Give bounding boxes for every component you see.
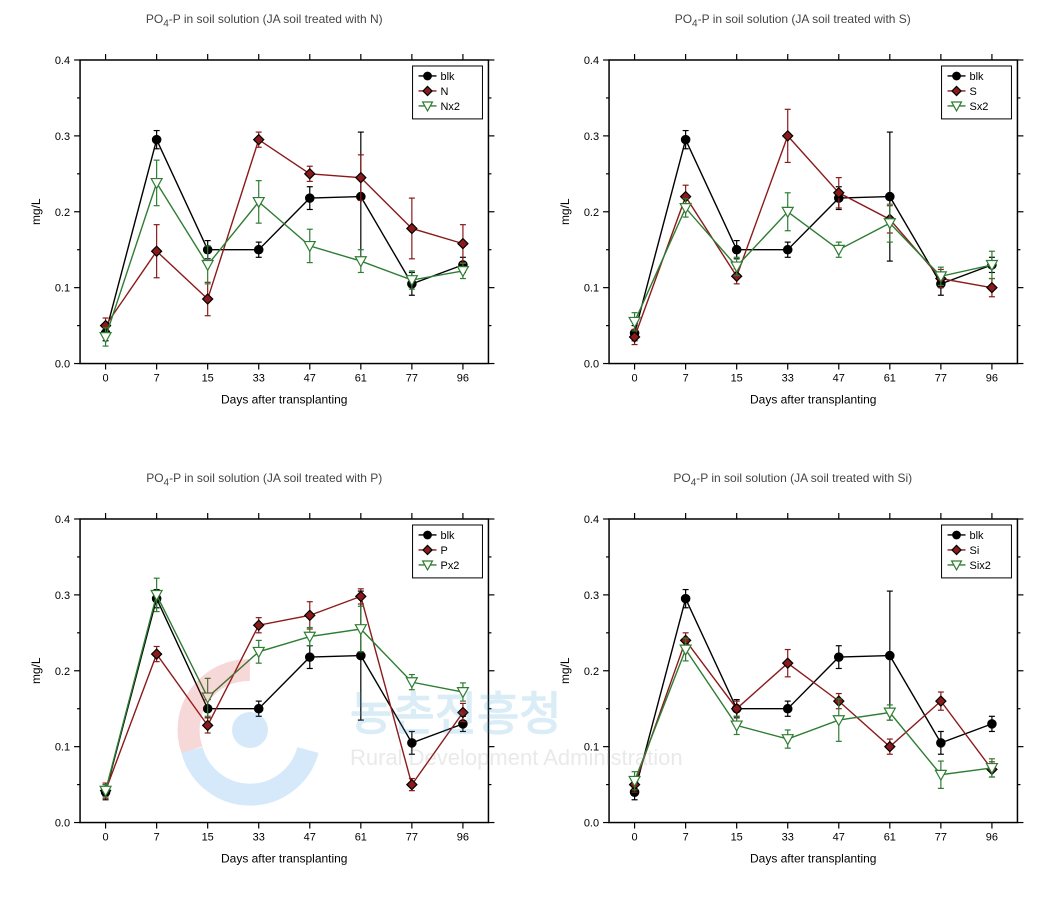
svg-text:15: 15	[730, 831, 742, 843]
svg-text:0.4: 0.4	[583, 513, 598, 525]
svg-text:47: 47	[832, 831, 844, 843]
svg-text:0.3: 0.3	[55, 131, 70, 143]
svg-text:Days after transplanting: Days after transplanting	[750, 392, 876, 406]
svg-text:61: 61	[355, 831, 367, 843]
svg-text:0: 0	[631, 373, 637, 385]
svg-text:33: 33	[253, 831, 265, 843]
svg-text:blk: blk	[441, 529, 456, 541]
svg-text:15: 15	[202, 373, 214, 385]
svg-text:77: 77	[934, 831, 946, 843]
svg-text:0.1: 0.1	[583, 283, 598, 295]
svg-text:Nx2: Nx2	[441, 101, 461, 113]
svg-text:Days after transplanting: Days after transplanting	[750, 851, 876, 865]
svg-text:7: 7	[154, 373, 160, 385]
svg-text:0.4: 0.4	[55, 55, 70, 67]
svg-text:0: 0	[103, 373, 109, 385]
svg-text:blk: blk	[969, 71, 984, 83]
svg-text:33: 33	[253, 373, 265, 385]
svg-text:15: 15	[730, 373, 742, 385]
svg-text:mg/L: mg/L	[29, 198, 43, 225]
svg-text:Sx2: Sx2	[969, 101, 988, 113]
svg-text:P: P	[441, 544, 448, 556]
svg-text:61: 61	[355, 373, 367, 385]
svg-text:96: 96	[457, 373, 469, 385]
panel-P: PO4-P in soil solution (JA soil treated …	[0, 459, 529, 917]
svg-text:0.4: 0.4	[583, 55, 598, 67]
panel-title-N: PO4-P in soil solution (JA soil treated …	[0, 12, 529, 29]
svg-text:0.1: 0.1	[583, 741, 598, 753]
panel-N: PO4-P in soil solution (JA soil treated …	[0, 0, 529, 459]
svg-text:0.2: 0.2	[55, 207, 70, 219]
svg-text:15: 15	[202, 831, 214, 843]
svg-text:blk: blk	[441, 71, 456, 83]
svg-text:mg/L: mg/L	[558, 198, 572, 225]
svg-text:0.2: 0.2	[583, 207, 598, 219]
svg-text:Days after transplanting: Days after transplanting	[221, 851, 347, 865]
svg-text:61: 61	[883, 373, 895, 385]
svg-text:Days after transplanting: Days after transplanting	[221, 392, 347, 406]
svg-text:47: 47	[304, 831, 316, 843]
svg-text:0.1: 0.1	[55, 283, 70, 295]
chart-Si: 0.00.10.20.30.407153347617796mg/LDays af…	[599, 514, 1028, 848]
svg-text:0: 0	[631, 831, 637, 843]
svg-text:Px2: Px2	[441, 559, 460, 571]
svg-text:S: S	[969, 86, 976, 98]
svg-text:0.1: 0.1	[55, 741, 70, 753]
svg-text:0.3: 0.3	[583, 131, 598, 143]
svg-text:0.3: 0.3	[583, 589, 598, 601]
panel-title-Si: PO4-P in soil solution (JA soil treated …	[529, 471, 1057, 488]
svg-text:mg/L: mg/L	[29, 657, 43, 684]
svg-text:0.4: 0.4	[55, 513, 70, 525]
chart-N: 0.00.10.20.30.407153347617796mg/LDays af…	[70, 55, 499, 389]
svg-text:77: 77	[406, 831, 418, 843]
svg-text:96: 96	[457, 831, 469, 843]
svg-text:33: 33	[781, 373, 793, 385]
svg-text:7: 7	[682, 373, 688, 385]
svg-text:96: 96	[985, 373, 997, 385]
svg-text:7: 7	[154, 831, 160, 843]
svg-text:0.2: 0.2	[583, 665, 598, 677]
svg-text:77: 77	[934, 373, 946, 385]
panel-S: PO4-P in soil solution (JA soil treated …	[529, 0, 1057, 459]
svg-text:0.2: 0.2	[55, 665, 70, 677]
svg-text:47: 47	[832, 373, 844, 385]
svg-text:77: 77	[406, 373, 418, 385]
chart-P: 0.00.10.20.30.407153347617796mg/LDays af…	[70, 514, 499, 848]
chart-grid: PO4-P in soil solution (JA soil treated …	[0, 0, 1057, 917]
panel-title-S: PO4-P in soil solution (JA soil treated …	[529, 12, 1057, 29]
svg-text:mg/L: mg/L	[558, 657, 572, 684]
svg-text:Si: Si	[969, 544, 979, 556]
svg-text:0: 0	[103, 831, 109, 843]
svg-text:47: 47	[304, 373, 316, 385]
svg-text:0.3: 0.3	[55, 589, 70, 601]
svg-text:33: 33	[781, 831, 793, 843]
svg-text:0.0: 0.0	[55, 817, 70, 829]
svg-text:blk: blk	[969, 529, 984, 541]
svg-text:N: N	[441, 86, 449, 98]
chart-S: 0.00.10.20.30.407153347617796mg/LDays af…	[599, 55, 1028, 389]
panel-title-P: PO4-P in soil solution (JA soil treated …	[0, 471, 529, 488]
panel-Si: PO4-P in soil solution (JA soil treated …	[529, 459, 1057, 917]
svg-text:Six2: Six2	[969, 559, 990, 571]
svg-text:0.0: 0.0	[55, 359, 70, 371]
svg-text:61: 61	[883, 831, 895, 843]
svg-text:0.0: 0.0	[583, 359, 598, 371]
svg-text:96: 96	[985, 831, 997, 843]
svg-text:0.0: 0.0	[583, 817, 598, 829]
svg-text:7: 7	[682, 831, 688, 843]
